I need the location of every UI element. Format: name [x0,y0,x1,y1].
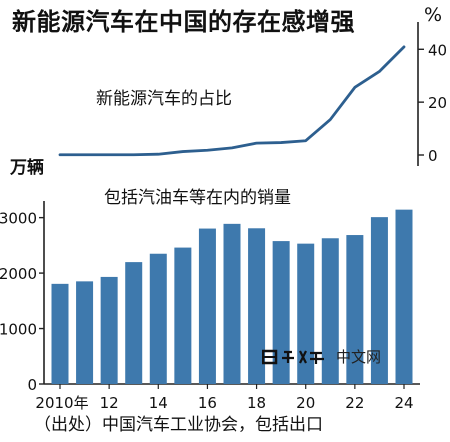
bar-y-tick-label: 2000 [0,265,37,283]
sales-bar [223,223,241,384]
chart-title: 新能源汽车在中国的存在感增强 [12,8,355,36]
share-series-line [58,45,406,157]
bar-x-tick-label: 16 [198,394,217,412]
sales-bar [248,228,266,384]
watermark-text: 中文网 [336,348,382,366]
bar-axis-unit: 万辆 [10,158,44,178]
bar-chart-label: 包括汽油车等在内的销量 [104,188,291,208]
bar-y-tick-label: 0 [27,376,37,394]
line-y-tick-label: 20 [428,94,447,112]
sales-bar [174,247,192,384]
bar-x-tick-label: 20 [296,394,315,412]
bar-y-tick-label: 3000 [0,210,37,228]
sales-bar [395,209,413,384]
line-chart-label: 新能源汽车的占比 [96,89,232,109]
bar-x-tick-label: 24 [394,394,413,412]
sales-bar [51,283,69,384]
sales-bar [76,281,94,384]
sales-bar [346,235,364,384]
sales-bar [321,238,339,384]
sales-bar [297,243,315,384]
bar-x-tick-label: 12 [100,394,119,412]
sales-bar [100,276,118,384]
bar-x-tick-label: 2010年 [35,394,88,412]
bar-y-tick-label: 1000 [0,321,37,339]
sales-bar [272,241,290,384]
bar-x-tick-label: 22 [345,394,364,412]
sales-bar [370,217,388,384]
watermark: 中文网 [262,346,392,368]
bar-x-tick-label: 14 [149,394,168,412]
nikkei-logo-icon [262,349,324,365]
sales-bar [149,253,167,384]
bar-x-tick-label: 18 [247,394,266,412]
line-axis-unit: % [424,4,443,26]
sales-bar [125,262,143,384]
line-y-tick-label: 40 [428,41,447,59]
line-y-tick-label: 0 [428,147,438,165]
source-note: （出处）中国汽车工业协会，包括出口 [34,415,323,435]
sales-bar [198,228,216,384]
